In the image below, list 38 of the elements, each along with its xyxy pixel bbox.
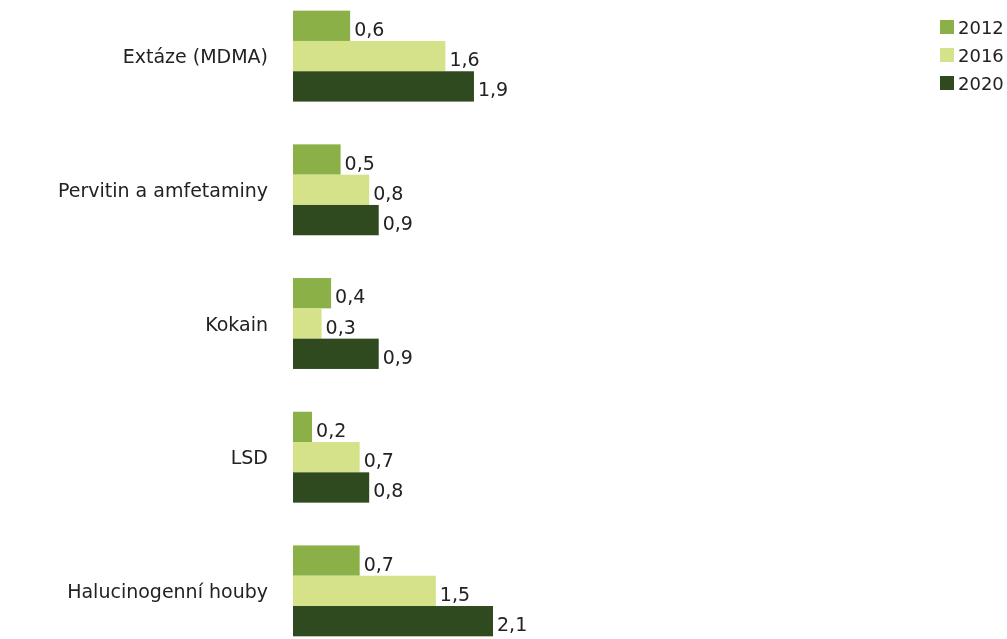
data-label: 0,7: [363, 552, 394, 575]
y-tick-label: Kokain: [205, 312, 268, 335]
data-label: 0,4: [335, 285, 366, 308]
data-label: 0,5: [344, 151, 375, 174]
data-label: 1,9: [477, 78, 509, 101]
bar: [293, 606, 493, 637]
legend-label: 2012: [958, 17, 1004, 38]
bar: [293, 472, 370, 503]
data-label: 0,8: [373, 181, 404, 204]
y-tick-label: Pervitin a amfetaminy: [58, 178, 268, 201]
data-label: 1,6: [449, 48, 480, 71]
bar: [293, 10, 351, 41]
bar: [293, 545, 360, 576]
y-tick-label: Extáze (MDMA): [122, 45, 268, 68]
bar: [293, 174, 370, 205]
bar: [293, 308, 322, 339]
bar: [293, 411, 313, 443]
data-label: 0,9: [382, 345, 413, 368]
bar: [293, 144, 341, 175]
bar: [293, 442, 360, 473]
legend-label: 2016: [958, 45, 1004, 66]
data-label: 0,2: [316, 418, 347, 441]
data-label: 2,1: [497, 613, 528, 636]
data-label: 1,5: [439, 582, 471, 605]
bar: [293, 338, 379, 369]
y-tick-label: LSD: [230, 446, 268, 469]
bar: [293, 71, 474, 102]
bar: [293, 575, 436, 607]
y-tick-label: Halucinogenní houby: [67, 579, 268, 602]
data-label: 0,6: [354, 17, 385, 40]
legend-label: 2020: [958, 73, 1004, 94]
data-label: 0,3: [325, 315, 356, 338]
bar: [293, 278, 332, 309]
data-label: 0,9: [382, 212, 413, 235]
bar: [293, 204, 379, 236]
data-label: 0,7: [363, 449, 394, 472]
bar: [293, 40, 446, 72]
data-label: 0,8: [373, 479, 404, 502]
